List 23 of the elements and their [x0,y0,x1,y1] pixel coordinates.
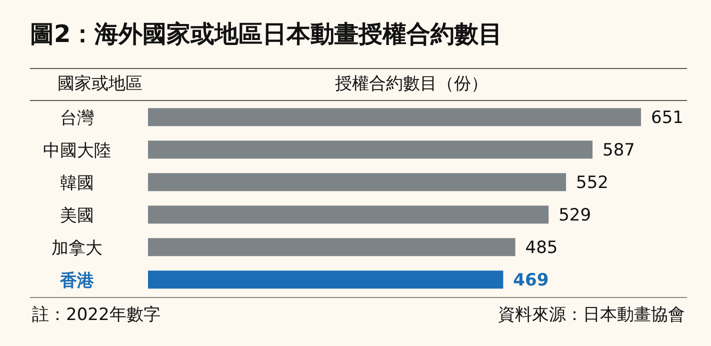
data-label: 587 [602,140,635,161]
y-tick-label: 美國 [60,206,94,226]
bar [148,173,566,192]
chart-title: 圖2：海外國家或地區日本動畫授權合約數目 [30,19,503,50]
y-tick-label: 韓國 [60,173,94,194]
data-label: 651 [651,108,684,128]
data-label: 485 [525,238,558,258]
y-tick-label: 香港 [59,270,95,291]
bar [148,238,516,256]
y-tick-label: 加拿大 [52,238,102,258]
y-tick-label: 台灣 [60,108,94,128]
x-axis-title: 授權合約數目（份） [334,73,489,95]
y-axis-title: 國家或地區 [56,73,144,95]
data-label: 552 [576,173,608,194]
bar [148,206,549,224]
data-label: 529 [558,206,592,226]
data-label: 469 [513,270,549,291]
y-tick-label: 中國大陸 [43,140,111,161]
source-note: 資料來源：日本動畫協會 [498,304,685,326]
text: 註：2022年數字 [32,304,160,326]
bar [148,108,641,126]
bar [148,140,593,159]
bar [148,270,504,289]
